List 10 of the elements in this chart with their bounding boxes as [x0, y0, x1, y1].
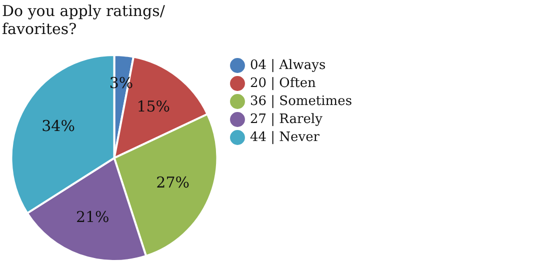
legend-label: 20 | Often — [250, 76, 317, 91]
legend-label: 44 | Never — [250, 130, 320, 145]
data-label: 27% — [156, 173, 190, 192]
data-label: 15% — [136, 97, 170, 116]
chart-title: Do you apply ratings/ favorites? — [2, 2, 166, 38]
legend-label: 27 | Rarely — [250, 112, 324, 127]
legend-label: 36 | Sometimes — [250, 94, 352, 109]
data-label: 34% — [42, 117, 75, 136]
data-label: 21% — [76, 208, 110, 226]
legend-label: 04 | Always — [250, 58, 326, 73]
